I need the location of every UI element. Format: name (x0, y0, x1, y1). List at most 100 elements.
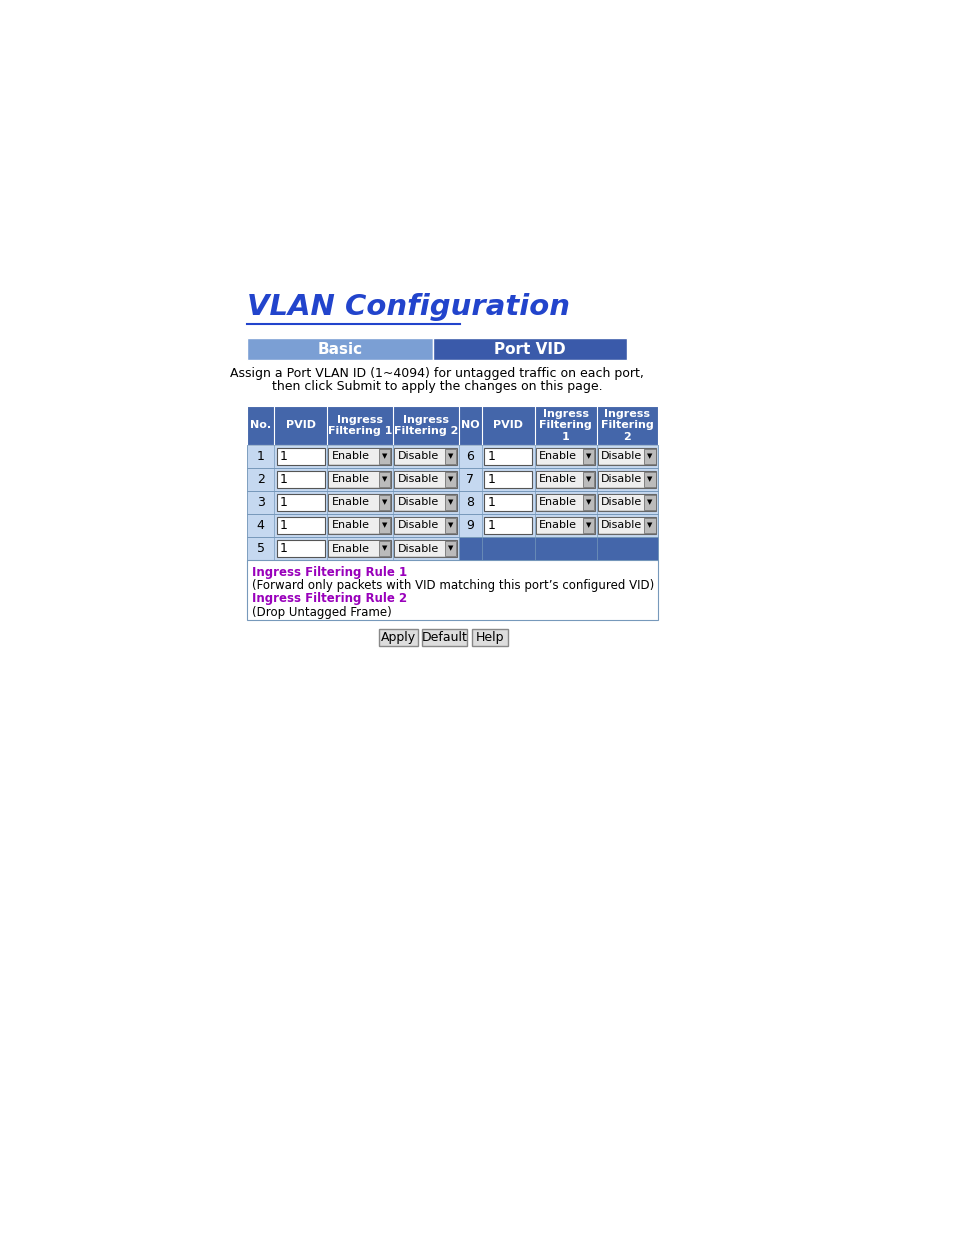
Bar (247, 468, 658, 490)
Text: Disable: Disable (397, 451, 438, 461)
Bar (276, 517, 324, 534)
Text: Help: Help (475, 631, 503, 643)
Text: Enable: Enable (332, 520, 369, 531)
Text: 1: 1 (279, 519, 287, 532)
Text: ▼: ▼ (647, 477, 652, 483)
Text: Ingress
Filtering 1: Ingress Filtering 1 (328, 415, 392, 436)
Bar (643, 495, 655, 510)
Text: ▼: ▼ (647, 499, 652, 505)
Bar (378, 541, 390, 556)
Text: Ingress Filtering Rule 2: Ingress Filtering Rule 2 (252, 593, 407, 605)
Text: 1: 1 (279, 473, 287, 485)
Text: Enable: Enable (332, 451, 369, 461)
Text: 1: 1 (487, 473, 495, 485)
Bar (329, 495, 378, 510)
Text: 1: 1 (487, 496, 495, 509)
Text: ▼: ▼ (382, 522, 387, 529)
Bar (328, 448, 391, 464)
Bar (247, 490, 658, 514)
Text: Enable: Enable (332, 498, 369, 508)
Text: ▼: ▼ (382, 477, 387, 483)
Bar (276, 448, 324, 464)
Bar (395, 517, 444, 534)
Bar (444, 541, 456, 556)
Bar (395, 541, 444, 556)
Text: Ingress
Filtering
1: Ingress Filtering 1 (538, 409, 592, 442)
Bar (643, 517, 655, 534)
Bar (378, 448, 390, 464)
Bar (247, 406, 658, 445)
Text: ▼: ▼ (382, 546, 387, 552)
Text: 9: 9 (466, 519, 474, 532)
Bar (394, 471, 456, 488)
Bar (276, 494, 324, 511)
Text: Disable: Disable (397, 498, 438, 508)
Text: Disable: Disable (600, 474, 642, 484)
Bar (582, 472, 594, 487)
Bar (458, 537, 658, 561)
Bar (536, 448, 595, 464)
Text: ▼: ▼ (647, 453, 652, 459)
Text: 1: 1 (487, 450, 495, 463)
Text: 1: 1 (487, 519, 495, 532)
Bar (328, 540, 391, 557)
Text: PVID: PVID (493, 420, 523, 431)
Bar (247, 514, 658, 537)
Text: ▼: ▼ (448, 453, 454, 459)
Text: ▼: ▼ (585, 499, 591, 505)
Text: 4: 4 (256, 519, 264, 532)
Text: ▼: ▼ (448, 477, 454, 483)
Bar (329, 517, 378, 534)
Text: Basic: Basic (317, 342, 362, 357)
Text: ▼: ▼ (448, 499, 454, 505)
Text: ▼: ▼ (647, 522, 652, 529)
Bar (276, 540, 324, 557)
Text: 7: 7 (466, 473, 474, 485)
Bar (598, 448, 643, 464)
Bar (484, 517, 532, 534)
Bar (537, 448, 582, 464)
Text: ▼: ▼ (448, 546, 454, 552)
Bar (329, 541, 378, 556)
Bar (582, 495, 594, 510)
Bar (484, 448, 532, 464)
Bar (394, 494, 456, 511)
Bar (598, 517, 643, 534)
Text: Enable: Enable (538, 451, 577, 461)
Bar (537, 517, 582, 534)
Bar (247, 537, 658, 561)
Text: Disable: Disable (600, 451, 642, 461)
Bar (394, 517, 456, 534)
Bar (247, 561, 658, 620)
Bar (395, 472, 444, 487)
Bar (394, 540, 456, 557)
Bar (276, 471, 324, 488)
Text: 2: 2 (256, 473, 264, 485)
Text: Disable: Disable (600, 520, 642, 531)
Bar (247, 338, 433, 359)
Bar (422, 629, 467, 646)
Bar (378, 495, 390, 510)
Bar (643, 472, 655, 487)
Text: NO: NO (460, 420, 479, 431)
Text: Ingress
Filtering
2: Ingress Filtering 2 (600, 409, 653, 442)
Text: Disable: Disable (397, 520, 438, 531)
Bar (643, 448, 655, 464)
Text: Disable: Disable (397, 543, 438, 553)
Bar (598, 471, 656, 488)
Text: No.: No. (250, 420, 271, 431)
Bar (537, 472, 582, 487)
Text: (Drop Untagged Frame): (Drop Untagged Frame) (252, 605, 391, 619)
Bar (444, 472, 456, 487)
Text: Port VID: Port VID (494, 342, 565, 357)
Text: Apply: Apply (380, 631, 416, 643)
Bar (598, 517, 656, 534)
Text: Enable: Enable (538, 520, 577, 531)
Bar (598, 494, 656, 511)
Text: ▼: ▼ (448, 522, 454, 529)
Bar (484, 494, 532, 511)
Text: Ingress Filtering Rule 1: Ingress Filtering Rule 1 (252, 567, 407, 579)
Bar (433, 338, 626, 359)
Text: ▼: ▼ (382, 499, 387, 505)
Bar (394, 448, 456, 464)
